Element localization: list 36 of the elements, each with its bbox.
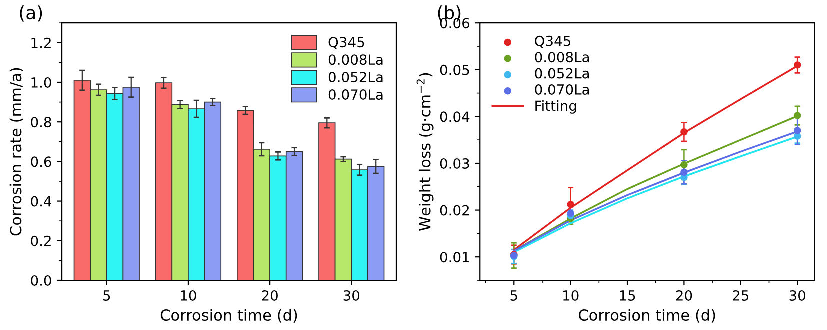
- x-tick-label: 30: [790, 290, 806, 301]
- y-tick-label: 0.05: [440, 64, 470, 76]
- y-tick-label: 0.2: [31, 236, 51, 246]
- x-axis-title: Corrosion time (d): [579, 309, 716, 323]
- y-axis-title: Weight loss (g·cm$^{−2}$): [416, 73, 434, 232]
- legend-label: 0.070La: [535, 84, 590, 96]
- legend-label: 0.008La: [328, 54, 383, 66]
- x-tick-label: 5: [104, 290, 110, 301]
- y-tick-label: 1.2: [32, 38, 51, 48]
- x-tick-label: 15: [620, 290, 636, 301]
- x-tick-label: 25: [733, 290, 749, 301]
- legend-label: 0.008La: [535, 52, 590, 63]
- legend-label: Fitting: [536, 100, 576, 114]
- y-tick-label: 0.4: [31, 196, 52, 207]
- x-tick-label: 10: [181, 290, 196, 301]
- y-tick-label: 0.03: [440, 158, 470, 169]
- legend-label: Q345: [535, 36, 571, 48]
- x-axis-title: Corrosion time (d): [160, 309, 298, 323]
- legend-label: 0.052La: [535, 68, 590, 79]
- x-tick-label: 30: [344, 290, 360, 301]
- y-tick-label: 0.01: [440, 252, 470, 263]
- x-tick-label: 5: [510, 290, 518, 301]
- x-tick-label: 20: [676, 290, 692, 301]
- x-tick-label: 20: [262, 290, 278, 301]
- y-tick-label: 0.04: [440, 112, 470, 122]
- legend-label: 0.070La: [328, 90, 383, 100]
- y-tick-label: 0.0: [31, 275, 52, 286]
- y-axis-title: Corrosion rate (mm/a): [10, 68, 24, 236]
- legend-label: Q345: [328, 37, 364, 50]
- y-tick-label: 0.6: [31, 156, 52, 168]
- y-tick-label: 1.0: [32, 77, 52, 88]
- chart-title: (a): [20, 6, 42, 22]
- y-tick-label: 0.8: [31, 117, 52, 128]
- y-tick-label: 0.02: [440, 205, 470, 216]
- legend-label: 0.052La: [328, 72, 383, 83]
- x-tick-label: 10: [564, 290, 579, 301]
